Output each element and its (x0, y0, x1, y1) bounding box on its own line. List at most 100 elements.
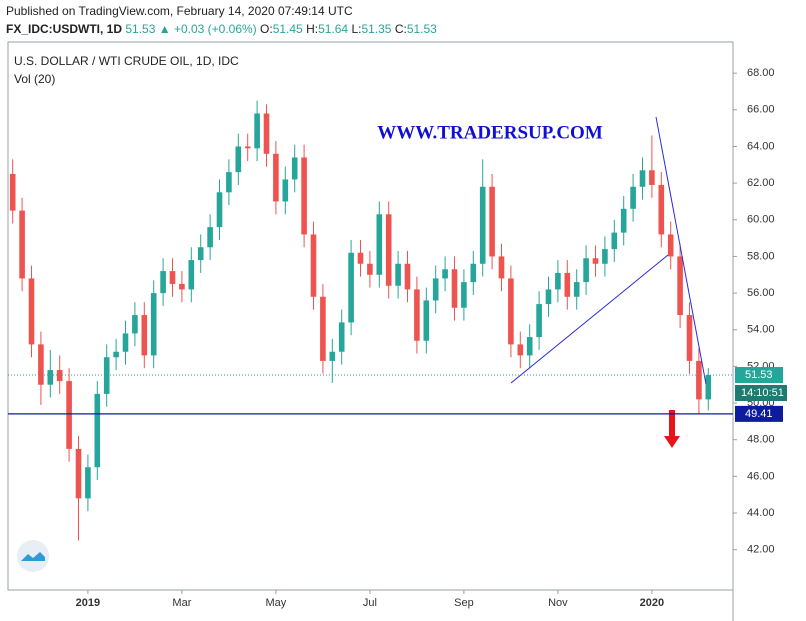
x-tick-label: Sep (454, 597, 474, 609)
countdown-box (735, 385, 787, 402)
candle-body (686, 315, 693, 361)
y-tick-label: 62.00 (747, 177, 775, 189)
candle-body (226, 172, 232, 193)
candle-body (545, 289, 552, 305)
candle-body (479, 186, 486, 264)
candle-body (301, 157, 307, 235)
candle-body (169, 271, 176, 284)
ohlc-key: O: (260, 22, 273, 36)
ohlc-value: 51.53 (407, 22, 437, 36)
candle-body (592, 258, 599, 264)
x-tick-label: Jul (363, 597, 377, 609)
candle-body (235, 146, 242, 173)
candle-body (489, 186, 495, 257)
candle-body (273, 153, 279, 202)
candle-body (395, 263, 401, 286)
candle-body (385, 214, 392, 286)
candle-body (461, 282, 467, 308)
x-tick-label: Mar (172, 597, 191, 609)
symbol: FX_IDC:USDWTI, 1D (6, 22, 122, 36)
candle-body (442, 269, 448, 279)
candle-body (291, 157, 298, 180)
candle-body (282, 179, 289, 202)
y-tick-label: 48.00 (747, 434, 775, 446)
candle-body (639, 170, 646, 187)
candle-body (113, 351, 119, 358)
y-tick-label: 58.00 (747, 250, 775, 262)
candle-body (667, 234, 674, 257)
logo (17, 540, 49, 572)
marks (9, 100, 712, 541)
candle-body (9, 173, 16, 211)
candle-body (620, 208, 627, 233)
candle-body (573, 282, 580, 297)
trend-line (510, 254, 669, 384)
candle-body (508, 278, 514, 345)
candle-body (179, 283, 185, 290)
candle-body (141, 315, 148, 356)
candle-body (150, 293, 157, 356)
candle-body (66, 381, 72, 449)
down-arrow (664, 410, 680, 448)
ohlc-key: L: (351, 22, 361, 36)
candle-body (649, 170, 655, 185)
candle-body (705, 375, 712, 400)
x-tick-label: Nov (548, 597, 568, 609)
level-label: 49.41 (745, 408, 773, 420)
last: 51.53 (125, 22, 155, 36)
candle-body (404, 263, 411, 290)
candle-body (38, 344, 44, 385)
candle-body (517, 344, 524, 356)
candle-body (207, 227, 213, 248)
change: ▲ +0.03 (+0.06%) (159, 22, 257, 36)
chart-subtitle: Vol (20) (14, 72, 55, 86)
countdown: 14:10:51 (741, 387, 784, 399)
candle-body (103, 357, 110, 394)
candle-body (197, 247, 204, 261)
trend-line (655, 116, 707, 385)
y-tick-label: 66.00 (747, 104, 775, 116)
x-tick-label: 2020 (640, 597, 664, 609)
level-box (735, 405, 783, 422)
candle-body (630, 186, 636, 209)
candle-body (47, 370, 54, 385)
y-tick-label: 46.00 (747, 470, 775, 482)
candle-body (536, 304, 542, 338)
y-tick-label: 64.00 (747, 140, 775, 152)
candle-body (122, 333, 129, 352)
candle-body (564, 272, 571, 297)
candle-body (414, 289, 420, 341)
ohlc-value: 51.64 (318, 22, 348, 36)
candle-body (658, 184, 665, 235)
ohlc-key: H: (306, 22, 318, 36)
candle-body (498, 256, 505, 279)
y-tick-label: 56.00 (747, 287, 775, 299)
candle-body (602, 249, 608, 264)
candle-body (19, 210, 25, 279)
chart-title: U.S. DOLLAR / WTI CRUDE OIL, 1D, IDC (14, 54, 239, 68)
candle-body (329, 351, 336, 361)
candle-body (423, 300, 430, 341)
candle-body (376, 214, 383, 275)
logo-mark (21, 552, 45, 561)
candle-body (338, 322, 345, 352)
candle-body (348, 252, 354, 323)
last-price-box (735, 367, 783, 384)
candle-body (28, 278, 35, 345)
candle-body (75, 448, 82, 499)
candle-body (555, 272, 561, 290)
candle-body (263, 113, 270, 154)
candle-body (244, 146, 251, 149)
candle-body (367, 263, 373, 275)
candle-body (451, 269, 458, 308)
y-tick-label: 54.00 (747, 324, 775, 336)
ohlc-key: C: (395, 22, 407, 36)
candle-body (216, 192, 223, 228)
candle-body (526, 337, 533, 356)
symbol-line: FX_IDC:USDWTI, 1D 51.53 ▲ +0.03 (+0.06%)… (6, 22, 437, 36)
candle-body (432, 278, 439, 301)
y-tick-label: 42.00 (747, 544, 775, 556)
candle-body (583, 258, 589, 283)
